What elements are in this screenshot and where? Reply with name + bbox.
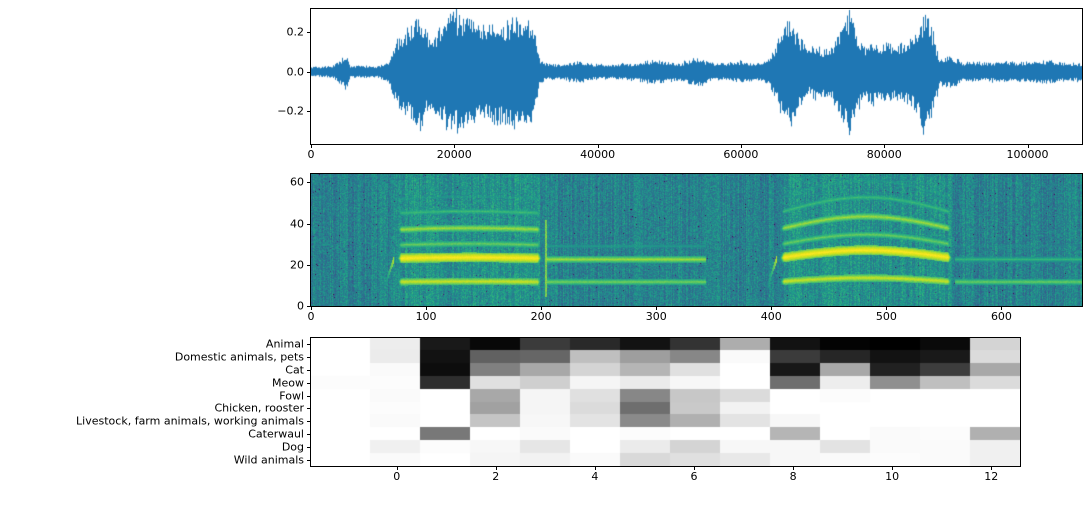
category-tick-mark <box>307 434 311 435</box>
x-tick-label: 12 <box>984 470 999 483</box>
x-tick-label: 0 <box>307 310 315 323</box>
category-label: Dog <box>281 440 304 454</box>
category-label: Fowl <box>279 389 304 403</box>
spectrogram-axes: 0 100 200 300 400 500 600 0 20 40 60 <box>290 173 1083 323</box>
category-tick-mark <box>307 344 311 346</box>
y-tick-mark <box>307 110 311 112</box>
x-tick-mark <box>740 144 742 148</box>
x-tick-label: 6 <box>690 470 698 483</box>
x-tick-label: 0 <box>393 470 401 483</box>
x-tick-mark <box>1001 306 1003 310</box>
x-tick-mark <box>396 466 398 470</box>
x-tick-label: 500 <box>875 310 897 323</box>
y-tick-label: 0.0 <box>286 65 305 79</box>
x-tick-label: 100 <box>415 310 437 323</box>
y-tick-mark <box>307 32 311 34</box>
x-tick-mark <box>771 306 773 310</box>
category-label: Domestic animals, pets <box>174 350 304 364</box>
x-tick-label: 10 <box>885 470 900 483</box>
y-tick-label: −0.2 <box>277 104 304 118</box>
x-tick-mark <box>884 144 886 148</box>
category-tick-mark <box>307 357 311 359</box>
y-tick-mark <box>307 182 311 184</box>
x-tick-mark <box>311 144 312 148</box>
category-tick-mark <box>307 370 311 371</box>
category-tick-mark <box>307 382 311 384</box>
category-tick-mark <box>307 421 311 423</box>
category-label: Caterwaul <box>248 427 304 441</box>
x-tick-mark <box>495 466 497 470</box>
category-label: Chicken, rooster <box>214 401 304 415</box>
x-tick-mark <box>594 466 596 470</box>
x-tick-label: 8 <box>789 470 797 483</box>
x-tick-mark <box>311 306 312 310</box>
x-tick-mark <box>426 306 428 310</box>
x-tick-mark <box>597 144 599 148</box>
x-tick-label: 400 <box>760 310 782 323</box>
waveform-axes: 0 20000 40000 60000 80000 100000 0.2 0.0 −0.2 <box>277 8 1083 161</box>
y-tick-mark <box>307 306 311 307</box>
class-heatmap-plot-area <box>311 338 1020 466</box>
x-tick-mark <box>693 466 695 470</box>
class-heatmap-axes: 0 2 4 6 8 10 12 Animal Domestic animals, pets Ca… <box>76 337 1021 483</box>
waveform-plot-area <box>311 9 1082 144</box>
x-tick-mark <box>991 466 993 470</box>
category-label: Animal <box>265 337 304 351</box>
y-tick-label: 20 <box>290 258 304 272</box>
category-tick-mark <box>307 446 311 448</box>
y-tick-label: 40 <box>290 217 304 230</box>
y-tick-mark <box>307 223 311 225</box>
x-tick-label: 80000 <box>866 148 902 161</box>
x-tick-label: 2 <box>492 470 500 483</box>
x-tick-mark <box>886 306 888 310</box>
x-tick-mark <box>793 466 795 470</box>
y-tick-mark <box>307 71 311 73</box>
y-tick-label: 60 <box>290 175 304 189</box>
x-tick-mark <box>656 306 658 310</box>
category-tick-mark <box>307 395 311 397</box>
spectrogram-plot-area <box>311 174 1082 306</box>
y-tick-mark <box>307 264 311 266</box>
x-tick-label: 600 <box>990 310 1012 323</box>
x-tick-label: 100000 <box>1006 148 1049 161</box>
x-tick-label: 300 <box>645 310 667 323</box>
x-tick-label: 20000 <box>436 148 472 161</box>
x-tick-label: 200 <box>530 310 552 323</box>
y-tick-label: 0 <box>297 299 304 313</box>
x-tick-mark <box>1027 144 1029 148</box>
y-tick-label: 0.2 <box>286 25 305 39</box>
x-tick-mark <box>892 466 894 470</box>
x-tick-label: 0 <box>307 148 315 161</box>
x-tick-label: 60000 <box>723 148 759 161</box>
x-tick-label: 40000 <box>580 148 616 161</box>
x-tick-mark <box>541 306 543 310</box>
category-label: Wild animals <box>233 453 304 467</box>
category-label: Cat <box>285 363 304 377</box>
category-tick-mark <box>307 459 311 461</box>
category-tick-mark <box>307 408 311 410</box>
x-tick-label: 4 <box>591 470 599 483</box>
x-tick-mark <box>454 144 456 148</box>
category-label: Livestock, farm animals, working animals <box>76 414 304 428</box>
category-label: Meow <box>272 376 304 390</box>
